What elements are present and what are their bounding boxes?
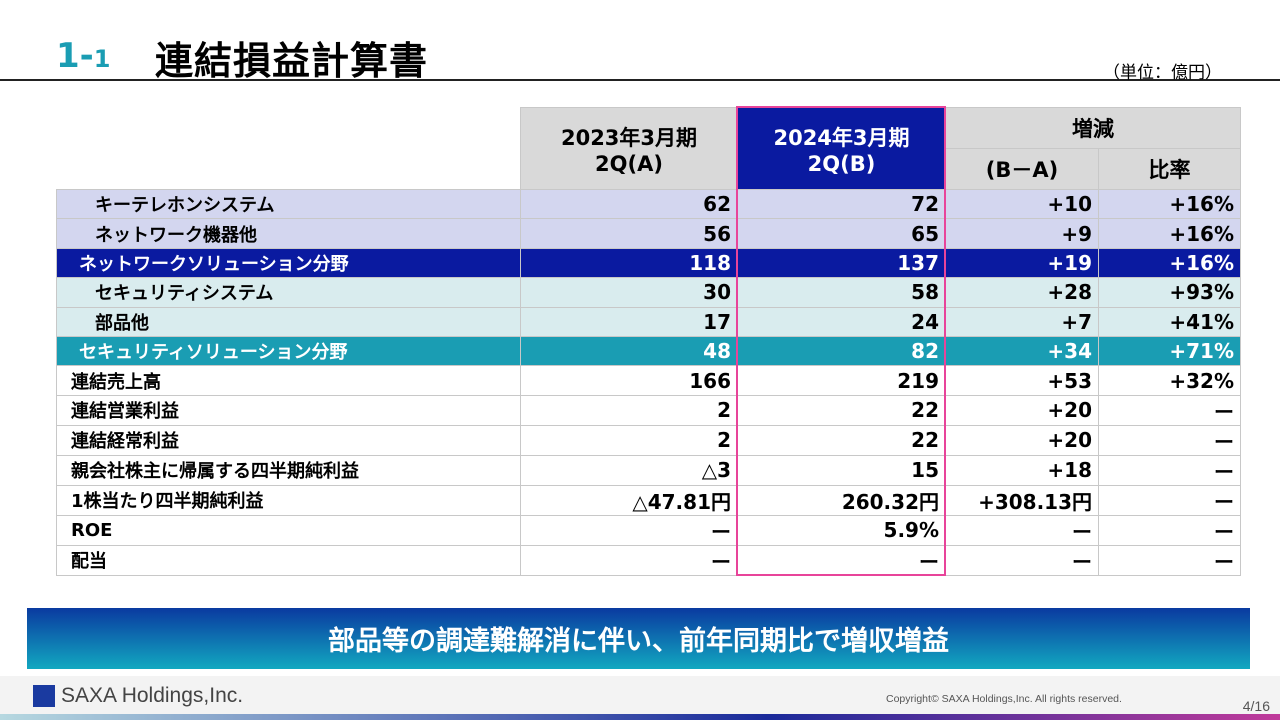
value-ratio: ー: [1098, 514, 1241, 546]
value-curr: 24: [737, 306, 946, 337]
page-number: 4/16: [1242, 698, 1270, 714]
value-ratio: +41%: [1098, 306, 1241, 337]
value-ratio: ー: [1098, 484, 1241, 516]
value-ratio: +16%: [1098, 247, 1241, 279]
row-label: 配当: [56, 544, 521, 576]
row-label: 連結営業利益: [56, 394, 521, 426]
value-prev: 56: [520, 218, 738, 249]
value-curr: 58: [737, 277, 946, 308]
table-row: キーテレホンシステム 62 72 +10 +16%: [56, 188, 1241, 220]
value-curr: 15: [737, 454, 946, 486]
company-logo: [33, 685, 55, 707]
header-curr-period: 2024年3月期 2Q(B): [737, 107, 946, 190]
value-ratio: +71%: [1098, 335, 1241, 367]
unit-label: （単位：億円）: [1103, 63, 1222, 83]
footer-gradient-bar: [0, 714, 1280, 720]
value-prev: 166: [520, 365, 738, 396]
value-curr: 65: [737, 218, 946, 249]
title-divider: [0, 79, 1280, 81]
value-prev: 118: [520, 247, 738, 279]
value-ratio: ー: [1098, 454, 1241, 486]
value-curr: 137: [737, 247, 946, 279]
value-prev: ー: [520, 544, 738, 576]
value-ratio: +93%: [1098, 277, 1241, 308]
row-label: 親会社株主に帰属する四半期純利益: [56, 454, 521, 486]
value-ratio: ー: [1098, 544, 1241, 576]
value-curr: 260.32円: [737, 484, 946, 516]
header-ratio: 比率: [1098, 148, 1241, 190]
value-prev: 30: [520, 277, 738, 308]
footer: [0, 676, 1280, 714]
value-prev: 48: [520, 335, 738, 367]
value-curr: 22: [737, 394, 946, 426]
value-diff: +34: [945, 335, 1099, 367]
table-row: 配当ーーーー: [56, 544, 1241, 576]
row-label: ネットワーク機器他: [56, 218, 521, 249]
value-diff: +9: [945, 218, 1099, 249]
row-label: キーテレホンシステム: [56, 188, 521, 220]
row-label: セキュリティソリューション分野: [56, 335, 521, 367]
value-diff: +18: [945, 454, 1099, 486]
table-row: ROE ー 5.9% ーー: [56, 514, 1241, 546]
value-ratio: +16%: [1098, 218, 1241, 249]
table-row: セキュリティソリューション分野 48 82 +34 +71%: [56, 335, 1241, 367]
table-row: ネットワークソリューション分野 118 137 +19 +16%: [56, 247, 1241, 279]
table-row: 親会社株主に帰属する四半期純利益 △3 15 +18 ー: [56, 454, 1241, 486]
value-diff: +53: [945, 365, 1099, 396]
row-label: 部品他: [56, 306, 521, 337]
value-diff: ー: [945, 514, 1099, 546]
value-prev: 62: [520, 188, 738, 220]
row-label: 連結売上高: [56, 365, 521, 396]
copyright: Copyright© SAXA Holdings,Inc. All rights…: [886, 693, 1122, 705]
value-ratio: +16%: [1098, 188, 1241, 220]
value-curr: 22: [737, 424, 946, 456]
value-diff: +7: [945, 306, 1099, 337]
income-statement-table: 2023年3月期 2Q(A) 2024年3月期 2Q(B) 増減 (B－A) 比率 …: [56, 107, 1241, 576]
row-label: 連結経常利益: [56, 424, 521, 456]
table-row: セキュリティシステム 30 58 +28 +93%: [56, 277, 1241, 308]
row-label: セキュリティシステム: [56, 277, 521, 308]
row-label: ネットワークソリューション分野: [56, 247, 521, 279]
value-curr: 72: [737, 188, 946, 220]
value-curr: 82: [737, 335, 946, 367]
table-row: 連結売上高 166 219 +53 +32%: [56, 365, 1241, 396]
table-row: 1株当たり四半期純利益 △47.81円 260.32円 +308.13円ー: [56, 484, 1241, 516]
value-diff: +19: [945, 247, 1099, 279]
table-row: ネットワーク機器他 56 65 +9 +16%: [56, 218, 1241, 249]
value-prev: 2: [520, 424, 738, 456]
value-prev: 17: [520, 306, 738, 337]
value-ratio: ー: [1098, 424, 1241, 456]
value-prev: △3: [520, 454, 738, 486]
header-change: 増減: [945, 107, 1241, 149]
header-diff: (B－A): [945, 148, 1099, 190]
section-number: 1-1: [56, 36, 111, 76]
value-diff: ー: [945, 544, 1099, 576]
value-diff: +20: [945, 394, 1099, 426]
table-row: 部品他 17 24 +7 +41%: [56, 306, 1241, 337]
header-blank: [56, 107, 521, 190]
value-curr: 219: [737, 365, 946, 396]
value-diff: +28: [945, 277, 1099, 308]
row-label: 1株当たり四半期純利益: [56, 484, 521, 516]
value-diff: +20: [945, 424, 1099, 456]
table-row: 連結経常利益 2 22 +20 ー: [56, 424, 1241, 456]
value-prev: 2: [520, 394, 738, 426]
page-title: 連結損益計算書: [155, 39, 429, 83]
row-label: ROE: [56, 514, 521, 546]
header-prev-period: 2023年3月期 2Q(A): [520, 107, 738, 190]
summary-banner: 部品等の調達難解消に伴い、前年同期比で増収増益: [27, 608, 1250, 669]
value-prev: △47.81円: [520, 484, 738, 516]
table-row: 連結営業利益 2 22 +20 ー: [56, 394, 1241, 426]
value-curr: ー: [737, 544, 946, 576]
value-curr: 5.9%: [737, 514, 946, 546]
value-ratio: ー: [1098, 394, 1241, 426]
value-diff: +10: [945, 188, 1099, 220]
company-name: SAXA Holdings,Inc.: [61, 684, 244, 707]
value-ratio: +32%: [1098, 365, 1241, 396]
value-diff: +308.13円: [945, 484, 1099, 516]
value-prev: ー: [520, 514, 738, 546]
